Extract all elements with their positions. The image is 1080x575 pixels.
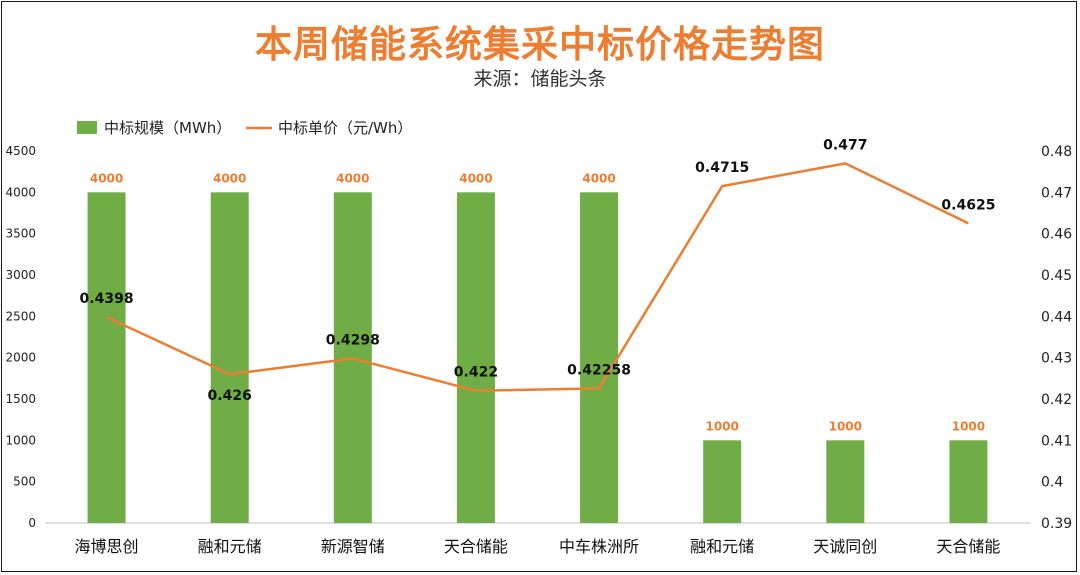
line-data-label: 0.42258 bbox=[567, 362, 631, 378]
y-left-tick-label: 4500 bbox=[5, 144, 36, 158]
bar-data-label: 4000 bbox=[459, 171, 492, 185]
x-category-label: 海博思创 bbox=[75, 537, 139, 556]
y-left-tick-label: 2000 bbox=[5, 351, 36, 365]
y-right-tick-label: 0.41 bbox=[1041, 433, 1072, 449]
bar bbox=[703, 440, 742, 523]
y-right-tick-label: 0.4 bbox=[1041, 475, 1063, 491]
chart-subtitle: 来源：储能头条 bbox=[473, 68, 607, 90]
y-left-tick-label: 2500 bbox=[5, 309, 36, 323]
y-right-tick-label: 0.44 bbox=[1041, 309, 1072, 325]
y-right-tick-label: 0.48 bbox=[1041, 144, 1072, 160]
legend-label-bar: 中标规模（MWh） bbox=[104, 119, 231, 137]
y-left-tick-label: 1000 bbox=[5, 433, 36, 447]
y-right-tick-label: 0.39 bbox=[1041, 516, 1072, 532]
y-right-tick-label: 0.46 bbox=[1041, 227, 1072, 243]
legend: 中标规模（MWh） 中标单价（元/Wh） bbox=[77, 119, 412, 137]
y-left-tick-label: 4000 bbox=[5, 185, 36, 199]
line-data-label: 0.426 bbox=[208, 388, 252, 404]
axes: 0 500 1000 1500 2000 2500 3000 3500 4000 4500 0.39… bbox=[5, 144, 1072, 556]
bar-data-label: 1000 bbox=[829, 419, 862, 433]
line-data-label: 0.4625 bbox=[941, 197, 995, 213]
x-category-label: 融和元储 bbox=[690, 537, 754, 556]
x-category-label: 新源智储 bbox=[321, 537, 385, 556]
bar bbox=[580, 192, 619, 524]
y-left-tick-label: 3500 bbox=[5, 227, 36, 241]
bar-data-label: 4000 bbox=[336, 171, 369, 185]
bar-data-label: 1000 bbox=[705, 419, 738, 433]
x-category-label: 天合储能 bbox=[936, 537, 1000, 556]
line-data-label: 0.477 bbox=[823, 137, 867, 153]
legend-swatch-bar bbox=[77, 121, 97, 134]
y-right-tick-label: 0.43 bbox=[1041, 351, 1072, 367]
bar bbox=[456, 192, 495, 524]
line-data-label: 0.4715 bbox=[695, 160, 749, 176]
y-right-tick-label: 0.45 bbox=[1041, 268, 1072, 284]
y-right-tick-label: 0.47 bbox=[1041, 185, 1072, 201]
legend-label-line: 中标单价（元/Wh） bbox=[278, 119, 412, 137]
y-left-tick-label: 1500 bbox=[5, 392, 36, 406]
chart-title: 本周储能系统集采中标价格走势图 bbox=[255, 23, 825, 66]
y-left-tick-label: 0 bbox=[28, 516, 36, 530]
price-line bbox=[106, 162, 969, 392]
x-category-label: 天合储能 bbox=[444, 537, 508, 556]
bar-data-label: 4000 bbox=[582, 171, 615, 185]
bar-data-label: 4000 bbox=[90, 171, 123, 185]
x-category-label: 天诚同创 bbox=[813, 537, 877, 556]
y-left-tick-label: 500 bbox=[13, 475, 36, 489]
line-series: 0.4398 0.426 0.4298 0.422 0.42258 0.4715 0.477… bbox=[80, 137, 996, 404]
bar bbox=[87, 192, 126, 524]
bar bbox=[949, 440, 988, 523]
y-left-tick-label: 3000 bbox=[5, 268, 36, 282]
bar-series: 4000 4000 4000 4000 4000 1000 1000 1000 bbox=[87, 171, 988, 524]
line-data-label: 0.4298 bbox=[326, 332, 380, 348]
bar bbox=[210, 192, 249, 524]
y-right-tick-label: 0.42 bbox=[1041, 392, 1072, 408]
line-data-label: 0.422 bbox=[454, 365, 498, 381]
bar-data-label: 1000 bbox=[952, 419, 985, 433]
bar bbox=[826, 440, 865, 523]
bar-data-label: 4000 bbox=[213, 171, 246, 185]
x-category-label: 中车株洲所 bbox=[559, 537, 639, 556]
line-data-label: 0.4398 bbox=[80, 291, 134, 307]
x-category-label: 融和元储 bbox=[198, 537, 262, 556]
